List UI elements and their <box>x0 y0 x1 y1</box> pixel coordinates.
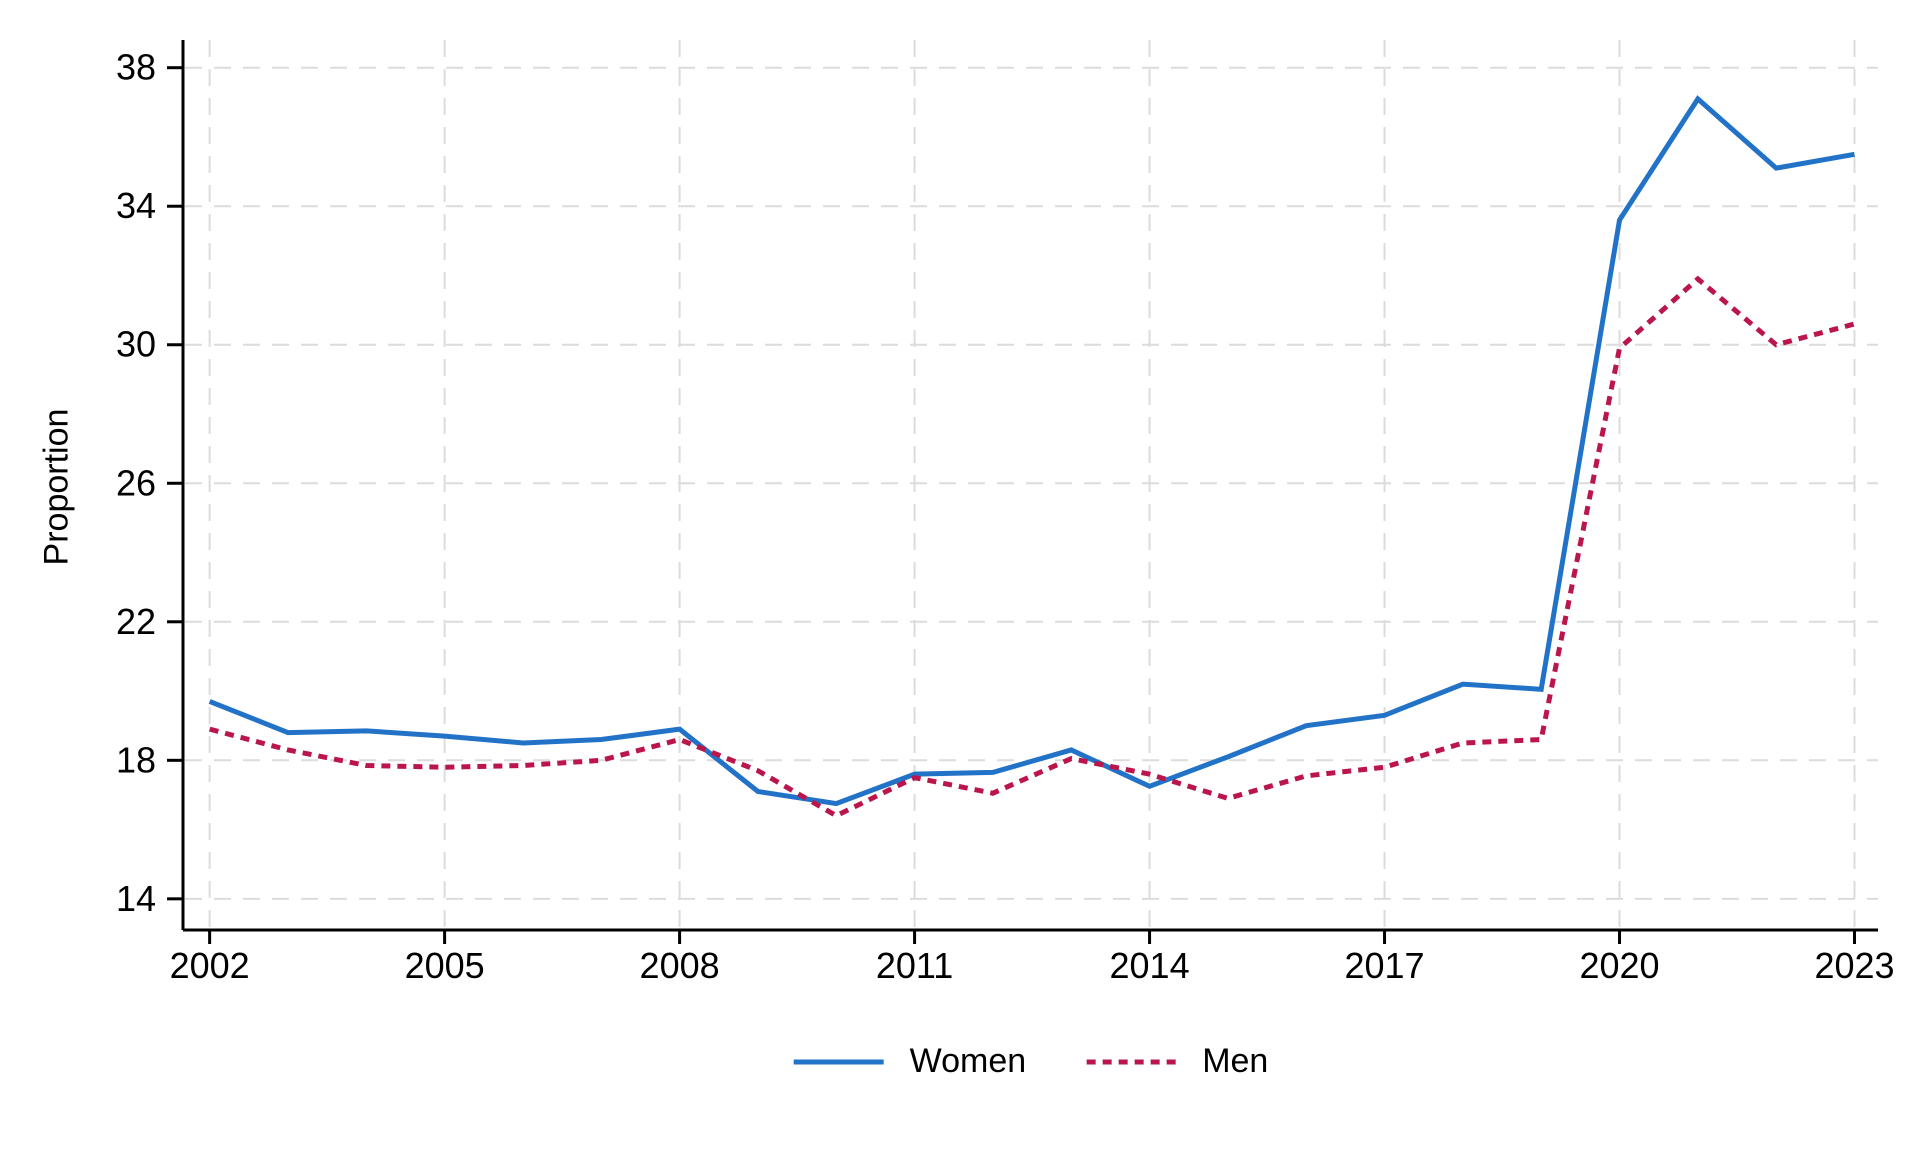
y-tick-label: 26 <box>116 462 156 503</box>
y-axis-title: Proportion <box>37 408 76 566</box>
legend-item-men: Men <box>1084 1042 1268 1081</box>
x-tick-label: 2002 <box>170 945 250 986</box>
x-tick-label: 2023 <box>1814 945 1894 986</box>
x-tick-label: 2008 <box>640 945 720 986</box>
legend-label-men: Men <box>1202 1042 1269 1080</box>
men-line-swatch <box>1086 1059 1177 1064</box>
y-tick-label: 34 <box>116 185 156 226</box>
legend-item-women: Women <box>792 1042 1027 1081</box>
y-tick-label: 38 <box>116 47 156 88</box>
y-tick-label: 22 <box>116 601 156 642</box>
y-tick-label: 30 <box>116 324 156 365</box>
x-tick-label: 2017 <box>1344 945 1424 986</box>
legend-label-women: Women <box>909 1042 1027 1080</box>
x-tick-label: 2011 <box>876 945 953 986</box>
series-line-men <box>208 275 1856 819</box>
y-tick-label: 14 <box>116 878 156 919</box>
x-tick-label: 2014 <box>1110 945 1190 986</box>
y-tick-label: 18 <box>116 739 156 780</box>
series-line-women <box>208 95 1855 807</box>
legend: Women Men <box>792 1042 1268 1081</box>
x-tick-label: 2005 <box>405 945 485 986</box>
women-line-swatch <box>793 1059 884 1064</box>
x-tick-label: 2020 <box>1579 945 1659 986</box>
